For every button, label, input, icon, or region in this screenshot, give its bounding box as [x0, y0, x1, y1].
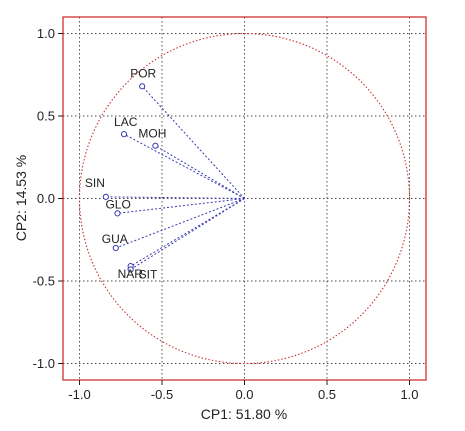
y-axis-title: CP2: 14.53 %	[13, 155, 29, 241]
y-tick-label: 0.0	[37, 191, 55, 206]
y-tick-label: -1.0	[33, 356, 55, 371]
y-tick-label: 0.5	[37, 109, 55, 124]
variable-label-por: POR	[130, 66, 156, 80]
unit-circle-layer	[78, 32, 411, 365]
variable-label-lac: LAC	[114, 115, 138, 129]
axis-ticks: -1.0 -0.5 0.0 0.5 1.0 1.0 0.5 0.0 -0.5 -1.0	[33, 26, 419, 402]
loading-point-sin	[102, 193, 110, 200]
loading-vector-sin	[105, 196, 245, 199]
x-tick-label: 1.0	[400, 387, 418, 402]
loading-vector-glo	[117, 198, 245, 214]
variable-label-glo: GLO	[105, 197, 130, 211]
y-tick-label: -0.5	[33, 274, 55, 289]
loading-vector-lac	[123, 133, 245, 199]
variable-label-sit: SIT	[139, 267, 158, 281]
loading-vectors	[102, 83, 245, 273]
variable-label-moh: MOH	[138, 127, 166, 141]
loading-vector-nar	[130, 198, 245, 267]
x-tick-label: -1.0	[68, 387, 90, 402]
x-axis-title: CP1: 51.80 %	[201, 406, 287, 422]
variable-label-nar: NAR	[118, 267, 144, 281]
loading-vector-sit	[130, 198, 245, 270]
loading-vector-moh	[155, 145, 245, 199]
loading-point-por	[139, 83, 146, 90]
unit-circle	[78, 32, 411, 365]
loading-point-sit	[127, 266, 134, 273]
variable-label-gua: GUA	[102, 232, 128, 246]
x-tick-label: 0.5	[318, 387, 336, 402]
variable-label-sin: SIN	[85, 176, 105, 190]
y-tick-label: 1.0	[37, 26, 55, 41]
loading-point-lac	[120, 131, 128, 138]
loading-vector-gua	[115, 198, 245, 249]
loading-point-gua	[112, 244, 119, 252]
x-tick-label: -0.5	[151, 387, 173, 402]
x-tick-label: 0.0	[235, 387, 253, 402]
loading-vector-por	[141, 85, 245, 199]
loading-point-glo	[114, 210, 121, 217]
loading-point-moh	[152, 142, 159, 149]
